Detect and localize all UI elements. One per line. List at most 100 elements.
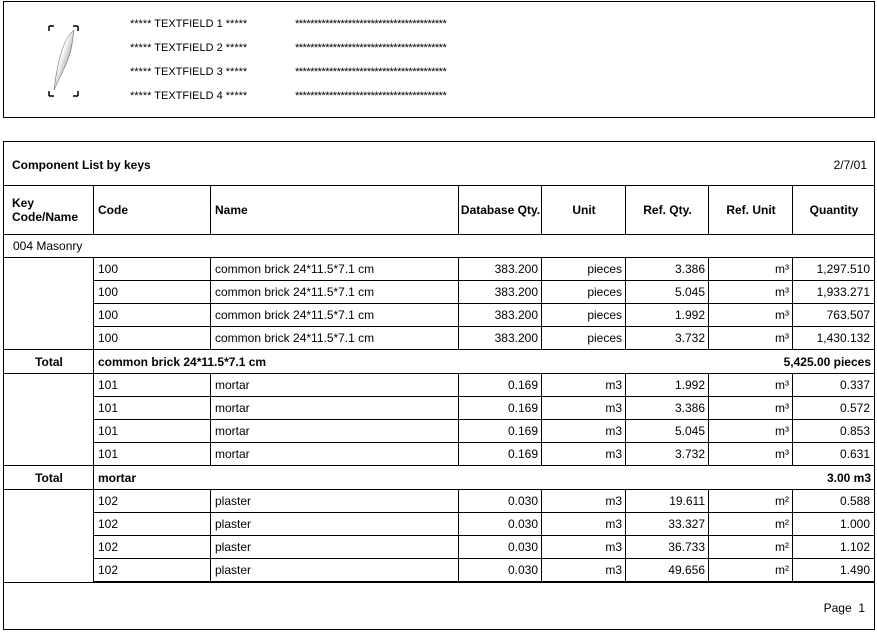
table-cell: 1.000 xyxy=(792,513,875,536)
table-cell: pieces xyxy=(541,304,626,327)
table-cell: 0.030 xyxy=(458,490,542,513)
table-cell: 0.169 xyxy=(458,420,542,443)
textfield-label: ***** TEXTFIELD 4 ***** xyxy=(130,90,248,102)
table-cell: 0.169 xyxy=(458,397,542,420)
key-cell-blank xyxy=(4,374,94,466)
total-value: 3.00 m3 xyxy=(625,466,875,490)
table-cell: m3 xyxy=(541,536,626,559)
table-cell: common brick 24*11.5*7.1 cm xyxy=(210,327,459,350)
table-cell: plaster xyxy=(210,536,459,559)
table-cell: pieces xyxy=(541,258,626,281)
textfield-value: **************************************** xyxy=(295,90,447,102)
table-cell: 383.200 xyxy=(458,281,542,304)
table-cell: 101 xyxy=(93,374,211,397)
table-cell: m³ xyxy=(708,397,793,420)
table-cell: m³ xyxy=(708,374,793,397)
total-label: Total xyxy=(4,466,94,490)
column-header: Code xyxy=(93,186,211,235)
table-cell: m² xyxy=(708,536,793,559)
table-cell: m² xyxy=(708,490,793,513)
table-cell: 36.733 xyxy=(625,536,709,559)
table-cell: 100 xyxy=(93,281,211,304)
table-cell: 0.169 xyxy=(458,374,542,397)
table-cell: m3 xyxy=(541,490,626,513)
column-header: Database Qty. xyxy=(458,186,542,235)
textfield-label: ***** TEXTFIELD 1 ***** xyxy=(130,18,248,30)
table-cell: 3.732 xyxy=(625,443,709,466)
table-cell: 33.327 xyxy=(625,513,709,536)
table-cell: m3 xyxy=(541,397,626,420)
table-cell: 1.992 xyxy=(625,304,709,327)
table-cell: common brick 24*11.5*7.1 cm xyxy=(210,281,459,304)
table-cell: 102 xyxy=(93,536,211,559)
column-header: Quantity xyxy=(792,186,875,235)
table-cell: 763.507 xyxy=(792,304,875,327)
table-cell: 0.853 xyxy=(792,420,875,443)
table-cell: pieces xyxy=(541,327,626,350)
table-cell: 101 xyxy=(93,397,211,420)
table-cell: 1.992 xyxy=(625,374,709,397)
table-cell: 0.588 xyxy=(792,490,875,513)
table-cell: 100 xyxy=(93,258,211,281)
table-cell: m3 xyxy=(541,420,626,443)
table-cell: plaster xyxy=(210,490,459,513)
table-cell: m3 xyxy=(541,513,626,536)
page-label: Page xyxy=(823,601,852,615)
table-cell: 3.732 xyxy=(625,327,709,350)
table-cell: 1,430.132 xyxy=(792,327,875,350)
table-cell: plaster xyxy=(210,513,459,536)
table-cell: 0.030 xyxy=(458,559,542,582)
table-cell: m3 xyxy=(541,443,626,466)
table-cell: m³ xyxy=(708,420,793,443)
total-label: Total xyxy=(4,350,94,374)
textfield-value: **************************************** xyxy=(295,42,447,54)
total-name: mortar xyxy=(93,466,626,490)
table-cell: 0.030 xyxy=(458,536,542,559)
report-title: Component List by keys xyxy=(12,158,151,172)
textfield-value: **************************************** xyxy=(295,18,447,30)
table-cell: common brick 24*11.5*7.1 cm xyxy=(210,258,459,281)
column-header: Ref. Qty. xyxy=(625,186,709,235)
table-cell: 102 xyxy=(93,559,211,582)
column-header: Name xyxy=(210,186,459,235)
table-cell: 0.631 xyxy=(792,443,875,466)
table-cell: 3.386 xyxy=(625,397,709,420)
table-cell: m3 xyxy=(541,374,626,397)
feather-quill-icon xyxy=(48,25,79,97)
table-cell: 0.337 xyxy=(792,374,875,397)
table-cell: m³ xyxy=(708,327,793,350)
textfield-label: ***** TEXTFIELD 2 ***** xyxy=(130,42,248,54)
table-cell: 101 xyxy=(93,443,211,466)
table-cell: 49.656 xyxy=(625,559,709,582)
table-cell: 383.200 xyxy=(458,258,542,281)
table-cell: 1,297.510 xyxy=(792,258,875,281)
table-cell: m² xyxy=(708,559,793,582)
total-name: common brick 24*11.5*7.1 cm xyxy=(93,350,626,374)
page-value: 1 xyxy=(858,601,865,615)
total-value: 5,425.00 pieces xyxy=(625,350,875,374)
key-cell-blank xyxy=(4,490,94,582)
table-cell: 383.200 xyxy=(458,327,542,350)
table-cell: common brick 24*11.5*7.1 cm xyxy=(210,304,459,327)
table-cell: mortar xyxy=(210,443,459,466)
table-cell: 1.490 xyxy=(792,559,875,582)
table-cell: 100 xyxy=(93,327,211,350)
table-cell: m³ xyxy=(708,443,793,466)
table-cell: 1,933.271 xyxy=(792,281,875,304)
column-header: Unit xyxy=(541,186,626,235)
section-label: 004 Masonry xyxy=(4,235,875,258)
table-cell: pieces xyxy=(541,281,626,304)
textfield-label: ***** TEXTFIELD 3 ***** xyxy=(130,66,248,78)
table-cell: 1.102 xyxy=(792,536,875,559)
table-cell: 0.572 xyxy=(792,397,875,420)
report-header xyxy=(3,1,875,118)
table-cell: 0.169 xyxy=(458,443,542,466)
table-cell: m² xyxy=(708,513,793,536)
table-cell: 102 xyxy=(93,513,211,536)
table-cell: 383.200 xyxy=(458,304,542,327)
table-cell: m3 xyxy=(541,559,626,582)
table-cell: 0.030 xyxy=(458,513,542,536)
table-cell: mortar xyxy=(210,374,459,397)
table-cell: plaster xyxy=(210,559,459,582)
